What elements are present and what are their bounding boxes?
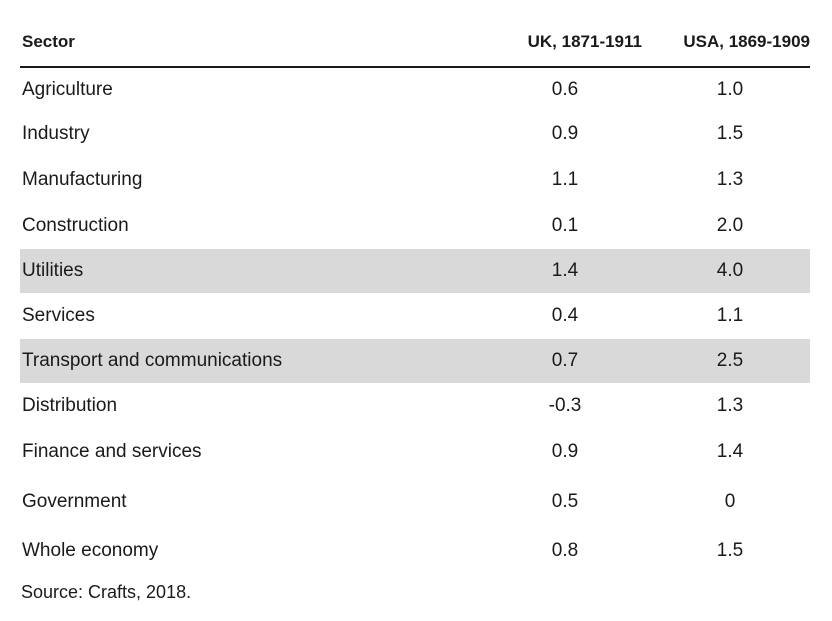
cell-usa: 2.0 [716,215,744,236]
source-note: Source: Crafts, 2018. [21,582,192,602]
cell-sector: Services [22,305,95,326]
table-row: Distribution -0.3 1.3 [20,383,810,429]
cell-uk: 1.1 [551,169,579,190]
cell-uk: -0.3 [548,395,582,416]
cell-usa: 1.5 [716,123,744,144]
header-uk: UK, 1871-1911 [527,32,642,51]
table-row: Utilities 1.4 4.0 [20,249,810,293]
cell-usa: 1.5 [716,540,744,561]
cell-uk: 0.4 [551,305,579,326]
cell-sector: Whole economy [22,540,159,561]
cell-uk: 0.1 [551,215,579,236]
cell-usa: 2.5 [716,350,744,371]
cell-uk: 0.9 [551,441,579,462]
cell-uk: 1.4 [551,260,579,281]
table-row: Manufacturing 1.1 1.3 [20,157,810,203]
cell-usa: 0 [724,491,736,512]
cell-uk: 0.6 [551,79,579,100]
cell-usa: 4.0 [716,260,744,281]
table-row: Services 0.4 1.1 [20,293,810,339]
productivity-table: Sector UK, 1871-1911 USA, 1869-1909 Agri… [20,18,810,573]
table-header-row: Sector UK, 1871-1911 USA, 1869-1909 [20,18,810,68]
table-row: Construction 0.1 2.0 [20,203,810,249]
cell-sector: Industry [22,123,90,144]
table-row: Whole economy 0.8 1.5 [20,529,810,573]
table-row: Agriculture 0.6 1.0 [20,69,810,111]
cell-usa: 1.4 [716,441,744,462]
table-body: Agriculture 0.6 1.0 Industry 0.9 1.5 Manufactu… [20,69,810,573]
cell-sector: Utilities [22,260,84,281]
cell-sector: Distribution [22,395,118,416]
cell-uk: 0.8 [551,540,579,561]
table-row: Industry 0.9 1.5 [20,111,810,157]
cell-uk: 0.9 [551,123,579,144]
cell-sector: Transport and communications [22,350,283,371]
cell-sector: Finance and services [22,441,202,462]
cell-usa: 1.3 [716,169,744,190]
cell-sector: Government [22,491,127,512]
header-usa: USA, 1869-1909 [683,32,810,51]
cell-usa: 1.3 [716,395,744,416]
cell-uk: 0.7 [551,350,579,371]
cell-uk: 0.5 [551,491,579,512]
table-row: Government 0.5 0 [20,475,810,529]
table-row: Finance and services 0.9 1.4 [20,429,810,475]
table-row: Transport and communications 0.7 2.5 [20,339,810,383]
cell-sector: Construction [22,215,129,236]
cell-usa: 1.1 [716,305,744,326]
header-sector: Sector [22,32,75,51]
cell-usa: 1.0 [716,79,744,100]
cell-sector: Agriculture [22,79,113,100]
cell-sector: Manufacturing [22,169,143,190]
